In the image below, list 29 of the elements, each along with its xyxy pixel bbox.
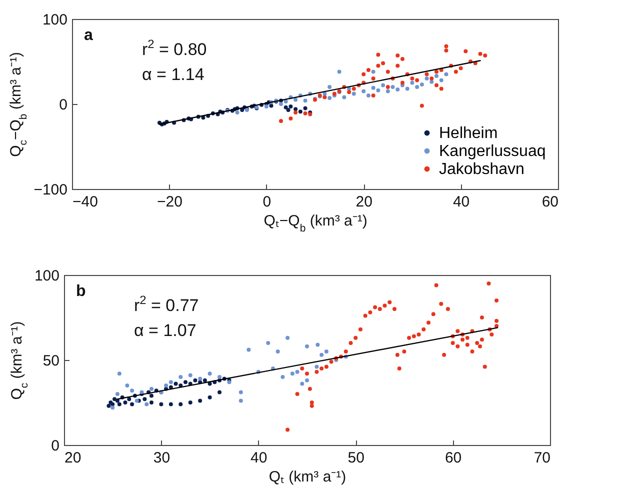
x-tick-label: 40 <box>452 194 470 210</box>
y-tick-label: 0 <box>59 96 68 114</box>
annotation: b <box>76 283 86 300</box>
x-tick-label: 50 <box>348 450 364 466</box>
x-tick-label: 40 <box>250 450 268 466</box>
x-tick-label: 60 <box>444 450 462 466</box>
legend-label: Jakobshavn <box>439 161 524 178</box>
x-axis-title: Qₜ−Q$_{b}$ (km³ a⁻¹) <box>264 212 368 234</box>
annotation: r$^{2}$ = 0.77 <box>134 293 199 315</box>
annotation: α = 1.07 <box>134 321 196 340</box>
x-tick-label: 70 <box>534 450 550 466</box>
x-tick-label: 0 <box>262 194 272 210</box>
legend-label: Helheim <box>439 125 498 142</box>
legend-label: Kangerlussuaq <box>439 143 546 160</box>
x-tick-label: −40 <box>72 194 98 210</box>
y-tick-label: 100 <box>42 12 68 28</box>
x-tick-label: 20 <box>64 450 82 466</box>
annotation: r$^{2}$ = 0.80 <box>142 37 207 59</box>
y-tick-label: 100 <box>34 268 60 284</box>
y-tick-label: 0 <box>51 438 60 454</box>
annotation: α = 1.14 <box>142 65 204 84</box>
x-tick-label: −20 <box>156 194 182 210</box>
y-tick-label: 50 <box>42 352 60 370</box>
x-tick-label: 60 <box>542 194 558 210</box>
x-axis-title: Qₜ (km³ a⁻¹) <box>268 468 346 486</box>
x-tick-label: 30 <box>153 450 170 466</box>
annotation: a <box>84 27 93 44</box>
y-tick-label: −100 <box>34 182 68 198</box>
x-tick-label: 20 <box>356 194 372 210</box>
